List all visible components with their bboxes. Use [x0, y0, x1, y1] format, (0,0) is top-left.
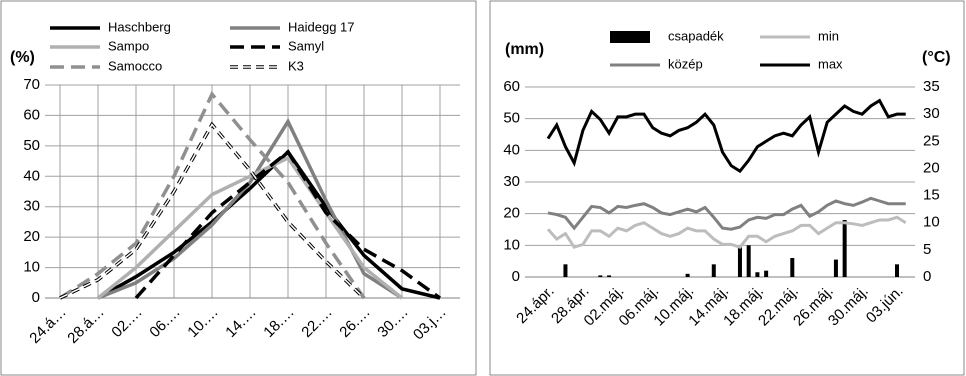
- bar: [746, 245, 751, 277]
- y2-tick-label: 35: [923, 78, 940, 95]
- series-line-inner: [59, 123, 365, 299]
- legend-swatch: [610, 31, 650, 43]
- bar: [895, 264, 899, 277]
- bar: [607, 275, 612, 277]
- bar: [755, 272, 760, 277]
- y-tick-label: 20: [23, 228, 40, 245]
- y2-axis-label: (°C): [922, 49, 951, 66]
- legend-label: közép: [668, 56, 703, 71]
- legend-label: Samyl: [288, 38, 324, 53]
- series-line: [547, 196, 906, 231]
- bar: [685, 273, 690, 277]
- legend-label: K3: [288, 58, 304, 73]
- series-line: [59, 90, 366, 300]
- y2-tick-label: 20: [923, 159, 940, 176]
- legend-label: Sampo: [108, 38, 149, 53]
- legend-label: Samocco: [108, 58, 162, 73]
- legend-label: Haidegg 17: [288, 19, 355, 34]
- bar: [833, 259, 838, 277]
- bar: [711, 264, 716, 277]
- y2-tick-label: 10: [923, 214, 940, 231]
- bar: [598, 275, 603, 277]
- y2-tick-label: 0: [923, 268, 931, 285]
- y2-tick-label: 5: [923, 241, 931, 258]
- y-tick-label: 20: [503, 205, 520, 222]
- y-tick-label: 10: [503, 236, 520, 253]
- bar: [764, 270, 769, 277]
- y-tick-label: 50: [503, 110, 520, 127]
- series-line: [97, 149, 441, 300]
- legend-label: csapadék: [668, 28, 724, 43]
- y-axis-label: (mm): [505, 41, 544, 58]
- y-tick-label: 70: [23, 76, 40, 93]
- y-tick-label: 50: [23, 137, 40, 154]
- y-tick-label: 0: [32, 289, 40, 306]
- series-line: [96, 155, 404, 300]
- panel: [0, 0, 477, 376]
- y-tick-label: 60: [503, 78, 520, 95]
- y2-tick-label: 15: [923, 187, 940, 204]
- bar: [842, 220, 847, 277]
- y2-tick-label: 25: [923, 132, 940, 149]
- legend-label: max: [818, 56, 843, 71]
- y-tick-label: 40: [503, 141, 520, 158]
- y-tick-label: 0: [512, 268, 520, 285]
- series-line: [546, 98, 906, 174]
- y-axis-label: (%): [10, 49, 35, 66]
- y-tick-label: 10: [23, 259, 40, 276]
- legend-label: Haschberg: [108, 19, 171, 34]
- panel: [489, 0, 965, 376]
- y2-tick-label: 30: [923, 105, 940, 122]
- bar: [790, 258, 795, 277]
- y-tick-label: 30: [23, 198, 40, 215]
- y-tick-label: 30: [503, 173, 520, 190]
- series-line: [134, 149, 442, 300]
- bar: [563, 264, 568, 277]
- bar: [737, 245, 742, 277]
- legend-label: min: [818, 28, 839, 43]
- series-line: [546, 215, 907, 249]
- y-tick-label: 40: [23, 167, 40, 184]
- y-tick-label: 60: [23, 106, 40, 123]
